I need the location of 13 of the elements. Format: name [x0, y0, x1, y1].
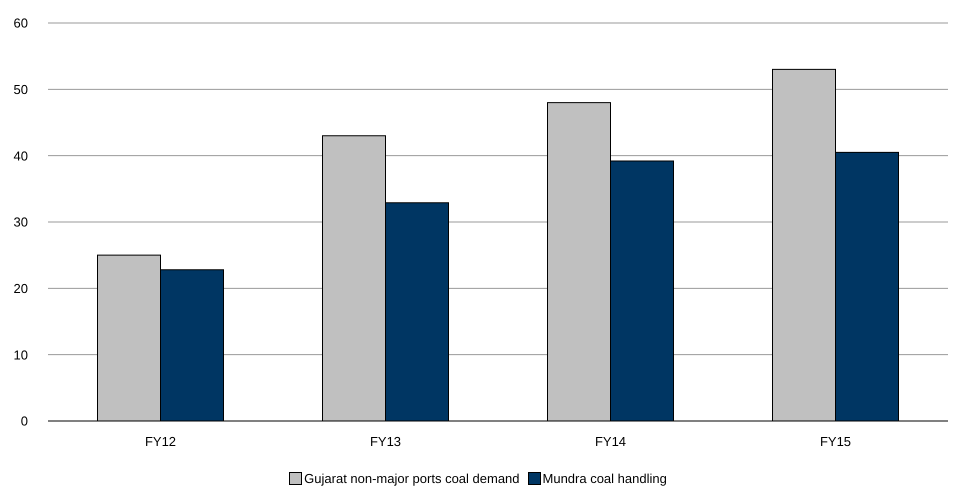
- y-tick-label: 30: [14, 214, 28, 230]
- x-tick-label: FY14: [594, 434, 626, 450]
- legend-label: Mundra coal handling: [542, 471, 667, 486]
- y-tick-label: 10: [14, 347, 28, 362]
- y-tick-label: 50: [14, 82, 28, 97]
- x-tick-label: FY15: [820, 434, 852, 450]
- legend-label: Gujarat non-major ports coal demand: [303, 471, 520, 486]
- x-tick-label: FY13: [370, 434, 402, 450]
- y-tick-label: 40: [14, 148, 28, 164]
- y-tick-label: 0: [20, 414, 28, 429]
- y-tick-label: 60: [14, 16, 28, 31]
- y-tick-label: 20: [14, 280, 28, 296]
- x-tick-label: FY12: [144, 434, 176, 450]
